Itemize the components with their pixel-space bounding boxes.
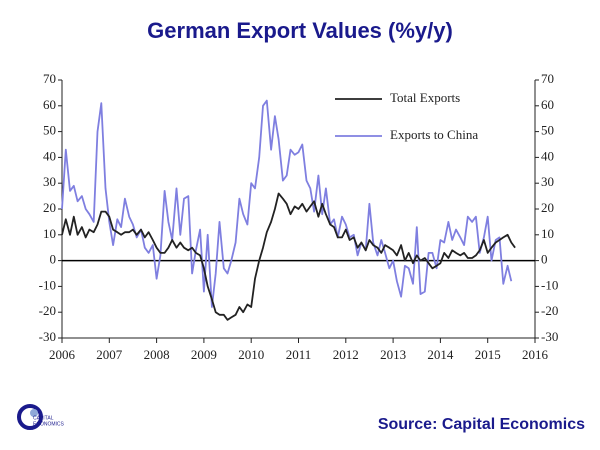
x-tick-label: 2015 <box>475 347 501 362</box>
x-tick-label: 2012 <box>333 347 359 362</box>
y2-tick-label: 40 <box>541 148 554 163</box>
x-tick-label: 2008 <box>144 347 170 362</box>
y-tick-label: 0 <box>50 252 57 267</box>
logo-dot <box>30 409 38 417</box>
y2-tick-label: 0 <box>541 252 548 267</box>
x-tick-label: 2006 <box>49 347 76 362</box>
x-tick-label: 2016 <box>522 347 549 362</box>
y2-tick-label: 70 <box>541 71 554 86</box>
y-tick-label: 60 <box>43 97 56 112</box>
y-tick-label: -30 <box>39 329 56 344</box>
x-tick-label: 2011 <box>286 347 312 362</box>
x-tick-label: 2013 <box>380 347 406 362</box>
y2-tick-label: -30 <box>541 329 558 344</box>
x-tick-label: 2010 <box>238 347 264 362</box>
y2-tick-label: -10 <box>541 277 558 292</box>
series-line <box>61 99 513 308</box>
logo-text: CAPITAL <box>33 415 54 421</box>
y2-tick-label: 20 <box>541 200 554 215</box>
legend-label: Exports to China <box>390 127 478 142</box>
logo-text: ECONOMICS <box>33 421 65 427</box>
y2-tick-label: 10 <box>541 226 554 241</box>
y2-tick-label: 30 <box>541 174 554 189</box>
x-tick-label: 2007 <box>96 347 123 362</box>
logo: CAPITAL ECONOMICS <box>17 404 65 430</box>
y-tick-label: 10 <box>43 226 56 241</box>
y2-tick-label: 50 <box>541 123 554 138</box>
x-tick-label: 2009 <box>191 347 217 362</box>
logo-ring <box>17 404 43 430</box>
series-line <box>61 192 516 321</box>
y2-tick-label: 60 <box>541 97 554 112</box>
y-tick-label: -20 <box>39 303 56 318</box>
source: Source: Capital Economics <box>378 416 585 433</box>
y-tick-label: 50 <box>43 123 56 138</box>
x-tick-label: 2014 <box>427 347 454 362</box>
y-tick-label: 30 <box>43 174 56 189</box>
y-tick-label: 40 <box>43 148 56 163</box>
y-tick-label: 20 <box>43 200 56 215</box>
y2-tick-label: -20 <box>541 303 558 318</box>
chart-title: German Export Values (%y/y) <box>147 18 453 43</box>
y-tick-label: -10 <box>39 277 56 292</box>
legend-label: Total Exports <box>390 90 460 105</box>
y-tick-label: 70 <box>43 71 56 86</box>
